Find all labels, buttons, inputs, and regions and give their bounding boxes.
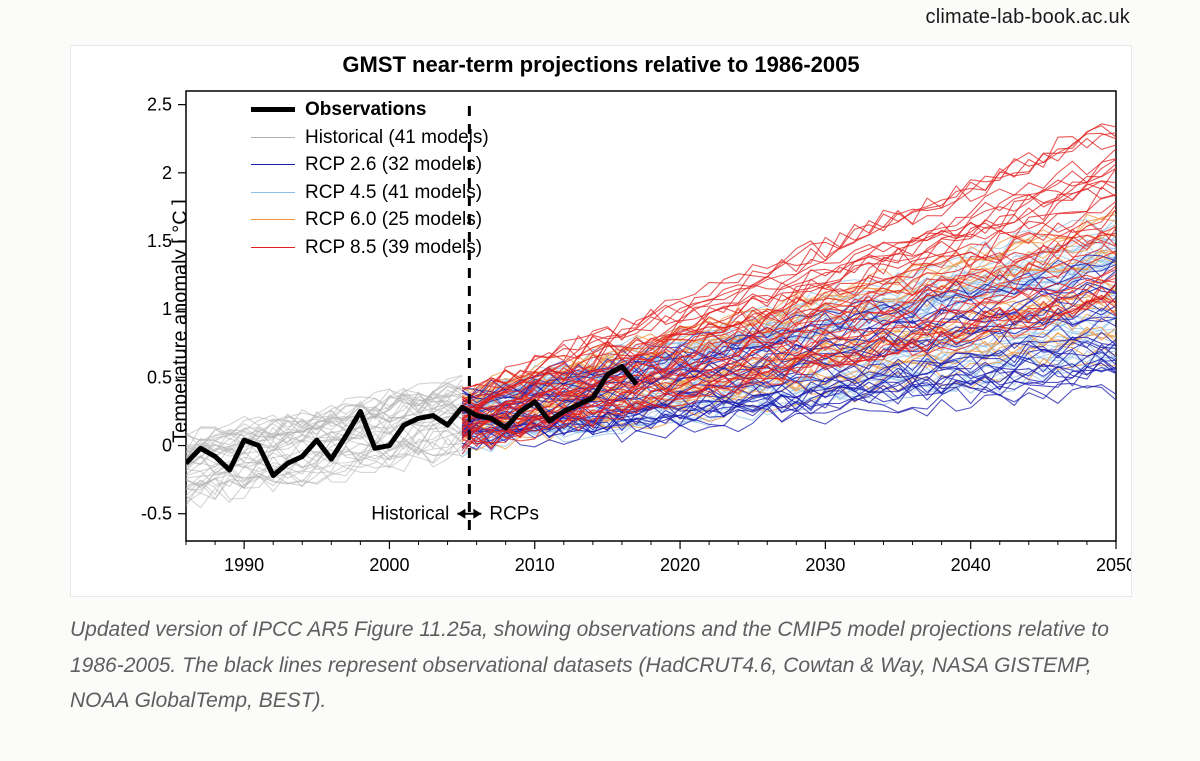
svg-text:2050: 2050: [1096, 555, 1131, 575]
svg-text:-0.5: -0.5: [141, 504, 172, 524]
legend-item: RCP 8.5 (39 models): [251, 234, 489, 262]
svg-text:2010: 2010: [515, 555, 555, 575]
svg-text:0: 0: [162, 436, 172, 456]
svg-text:2: 2: [162, 163, 172, 183]
chart-svg: 1990 2000 2010 2020 2030 2040 2050 -0.5 0 0.5 1 1.5…: [71, 46, 1131, 596]
svg-text:1.5: 1.5: [147, 231, 172, 251]
legend-item: Observations: [251, 96, 489, 124]
legend-item: Historical (41 models): [251, 124, 489, 152]
svg-text:Historical: Historical: [371, 504, 449, 525]
svg-text:1990: 1990: [224, 555, 264, 575]
svg-text:1: 1: [162, 299, 172, 319]
svg-text:2030: 2030: [805, 555, 845, 575]
svg-text:0.5: 0.5: [147, 367, 172, 387]
legend-item: RCP 4.5 (41 models): [251, 179, 489, 207]
svg-text:2000: 2000: [369, 555, 409, 575]
svg-text:RCPs: RCPs: [489, 504, 539, 525]
svg-text:2020: 2020: [660, 555, 700, 575]
chart-container: GMST near-term projections relative to 1…: [70, 45, 1132, 597]
svg-text:2040: 2040: [951, 555, 991, 575]
legend: ObservationsHistorical (41 models)RCP 2.…: [251, 96, 489, 261]
source-text: climate-lab-book.ac.uk: [926, 6, 1131, 29]
figure-caption: Updated version of IPCC AR5 Figure 11.25…: [70, 612, 1130, 719]
legend-item: RCP 2.6 (32 models): [251, 151, 489, 179]
legend-item: RCP 6.0 (25 models): [251, 206, 489, 234]
svg-text:2.5: 2.5: [147, 95, 172, 115]
